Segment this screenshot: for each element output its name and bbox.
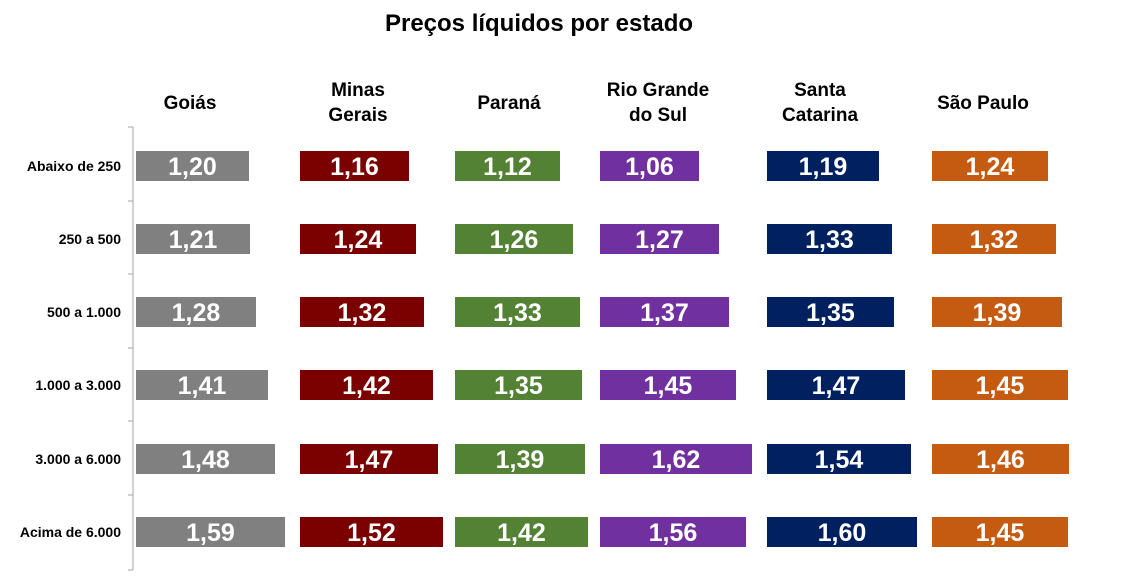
data-label: 1,19 [799,153,848,181]
bar [600,151,699,181]
bar [600,444,752,474]
data-label: 1,32 [970,226,1019,254]
category-label: Abaixo de 250 [27,158,121,174]
data-label: 1,39 [496,446,545,474]
series-header: Santa Catarina [782,80,858,126]
bar [767,224,892,254]
data-label: 1,28 [172,299,221,327]
bar [300,297,424,327]
bar [455,444,585,474]
bar [455,370,582,400]
data-label: 1,46 [976,446,1025,474]
category-label: 3.000 a 6.000 [35,451,121,467]
data-label: 1,35 [494,372,543,400]
bar [600,297,729,327]
bar [455,517,588,547]
bar [300,224,416,254]
data-label: 1,52 [347,519,396,547]
data-label: 1,45 [976,519,1025,547]
data-label: 1,06 [625,153,674,181]
bar [600,370,736,400]
data-label: 1,33 [493,299,542,327]
bar [455,224,573,254]
series-header: Rio Grande do Sul [607,80,709,126]
category-label: 500 a 1.000 [47,304,121,320]
data-label: 1,45 [644,372,693,400]
data-label: 1,42 [497,519,546,547]
bar [767,151,879,181]
bar [455,151,560,181]
category-label: 250 a 500 [59,231,121,247]
data-label: 1,12 [483,153,532,181]
data-label: 1,47 [345,446,394,474]
bar [767,444,911,474]
bar [600,517,746,547]
bar [136,517,285,547]
bar [600,224,719,254]
category-label: Acima de 6.000 [20,524,121,540]
bar [767,517,917,547]
data-label: 1,33 [805,226,854,254]
category-label: 1.000 a 3.000 [35,377,121,393]
bar [136,224,250,254]
data-label: 1,39 [973,299,1022,327]
bar [300,517,443,547]
data-label: 1,37 [640,299,689,327]
series-header: Goiás [164,93,217,114]
data-label: 1,35 [806,299,855,327]
data-label: 1,60 [818,519,867,547]
data-label: 1,41 [178,372,227,400]
bar [300,444,438,474]
data-label: 1,62 [652,446,701,474]
bar [932,224,1056,254]
data-label: 1,24 [334,226,383,254]
data-label: 1,54 [815,446,864,474]
bar [932,297,1062,327]
bar [136,370,268,400]
data-label: 1,42 [342,372,391,400]
data-label: 1,16 [330,153,379,181]
series-header: Paraná [477,93,541,114]
series-header: São Paulo [937,93,1029,114]
data-label: 1,26 [490,226,539,254]
bar [932,517,1068,547]
bar [136,151,249,181]
bar [136,444,275,474]
data-label: 1,47 [812,372,861,400]
bar [767,370,905,400]
chart-title: Preços líquidos por estado [384,10,694,37]
data-label: 1,56 [649,519,698,547]
bar [932,370,1068,400]
data-label: 1,24 [966,153,1015,181]
bar [455,297,580,327]
data-label: 1,48 [181,446,230,474]
data-label: 1,32 [338,299,387,327]
bar [932,444,1069,474]
data-label: 1,27 [635,226,684,254]
bar [767,297,894,327]
bar [932,151,1048,181]
bar [300,151,409,181]
bar [136,297,256,327]
bar [300,370,433,400]
data-label: 1,21 [169,226,218,254]
data-label: 1,45 [976,372,1025,400]
series-header: Minas Gerais [328,80,387,126]
data-label: 1,20 [168,153,217,181]
data-label: 1,59 [186,519,235,547]
